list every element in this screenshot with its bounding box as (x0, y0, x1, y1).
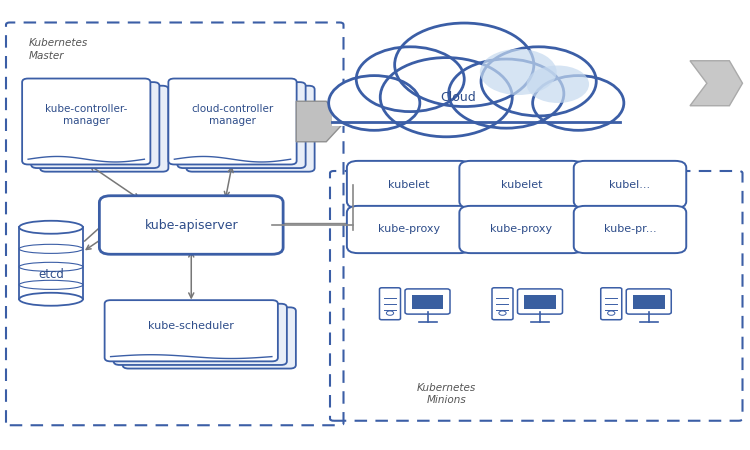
FancyBboxPatch shape (99, 196, 284, 254)
Circle shape (328, 76, 420, 130)
Ellipse shape (20, 293, 83, 306)
FancyBboxPatch shape (177, 82, 306, 168)
Text: kube-apiserver: kube-apiserver (145, 219, 238, 231)
FancyBboxPatch shape (346, 161, 471, 208)
Ellipse shape (20, 221, 83, 234)
FancyBboxPatch shape (492, 288, 513, 320)
FancyBboxPatch shape (22, 79, 150, 165)
FancyBboxPatch shape (574, 206, 686, 253)
Circle shape (481, 47, 596, 116)
Polygon shape (690, 61, 742, 106)
Polygon shape (296, 101, 345, 142)
FancyBboxPatch shape (40, 86, 168, 172)
FancyBboxPatch shape (346, 206, 471, 253)
Text: kube-pr...: kube-pr... (604, 225, 656, 234)
FancyBboxPatch shape (105, 300, 278, 361)
Circle shape (380, 58, 512, 137)
Text: cloud-controller
manager: cloud-controller manager (191, 104, 274, 126)
FancyBboxPatch shape (518, 289, 562, 314)
Circle shape (356, 47, 464, 112)
Bar (20, 227, 83, 299)
Text: kube-proxy: kube-proxy (490, 225, 552, 234)
Text: kube-controller-
manager: kube-controller- manager (45, 104, 128, 126)
FancyBboxPatch shape (168, 79, 296, 165)
Bar (633, 295, 664, 309)
Text: etcd: etcd (38, 268, 64, 280)
Text: kubel...: kubel... (610, 180, 650, 189)
Bar (412, 295, 443, 309)
FancyBboxPatch shape (405, 289, 450, 314)
Text: kubelet: kubelet (388, 180, 430, 189)
Circle shape (394, 23, 534, 107)
Text: kube-scheduler: kube-scheduler (148, 321, 234, 332)
FancyBboxPatch shape (459, 206, 584, 253)
Bar (332, 83, 620, 126)
Text: Kubernetes
Minions: Kubernetes Minions (417, 382, 476, 405)
Circle shape (480, 49, 556, 95)
Circle shape (526, 66, 589, 103)
FancyBboxPatch shape (123, 307, 296, 369)
Bar (524, 295, 556, 309)
Text: kube-proxy: kube-proxy (378, 225, 440, 234)
Circle shape (532, 76, 624, 130)
FancyBboxPatch shape (626, 289, 671, 314)
FancyBboxPatch shape (186, 86, 315, 172)
Text: kubelet: kubelet (500, 180, 542, 189)
FancyBboxPatch shape (380, 288, 400, 320)
FancyBboxPatch shape (31, 82, 159, 168)
Text: Kubernetes
Master: Kubernetes Master (28, 38, 88, 61)
Circle shape (448, 59, 564, 128)
Text: Cloud: Cloud (440, 91, 476, 104)
FancyBboxPatch shape (574, 161, 686, 208)
FancyBboxPatch shape (601, 288, 622, 320)
FancyBboxPatch shape (459, 161, 584, 208)
FancyBboxPatch shape (114, 304, 286, 365)
